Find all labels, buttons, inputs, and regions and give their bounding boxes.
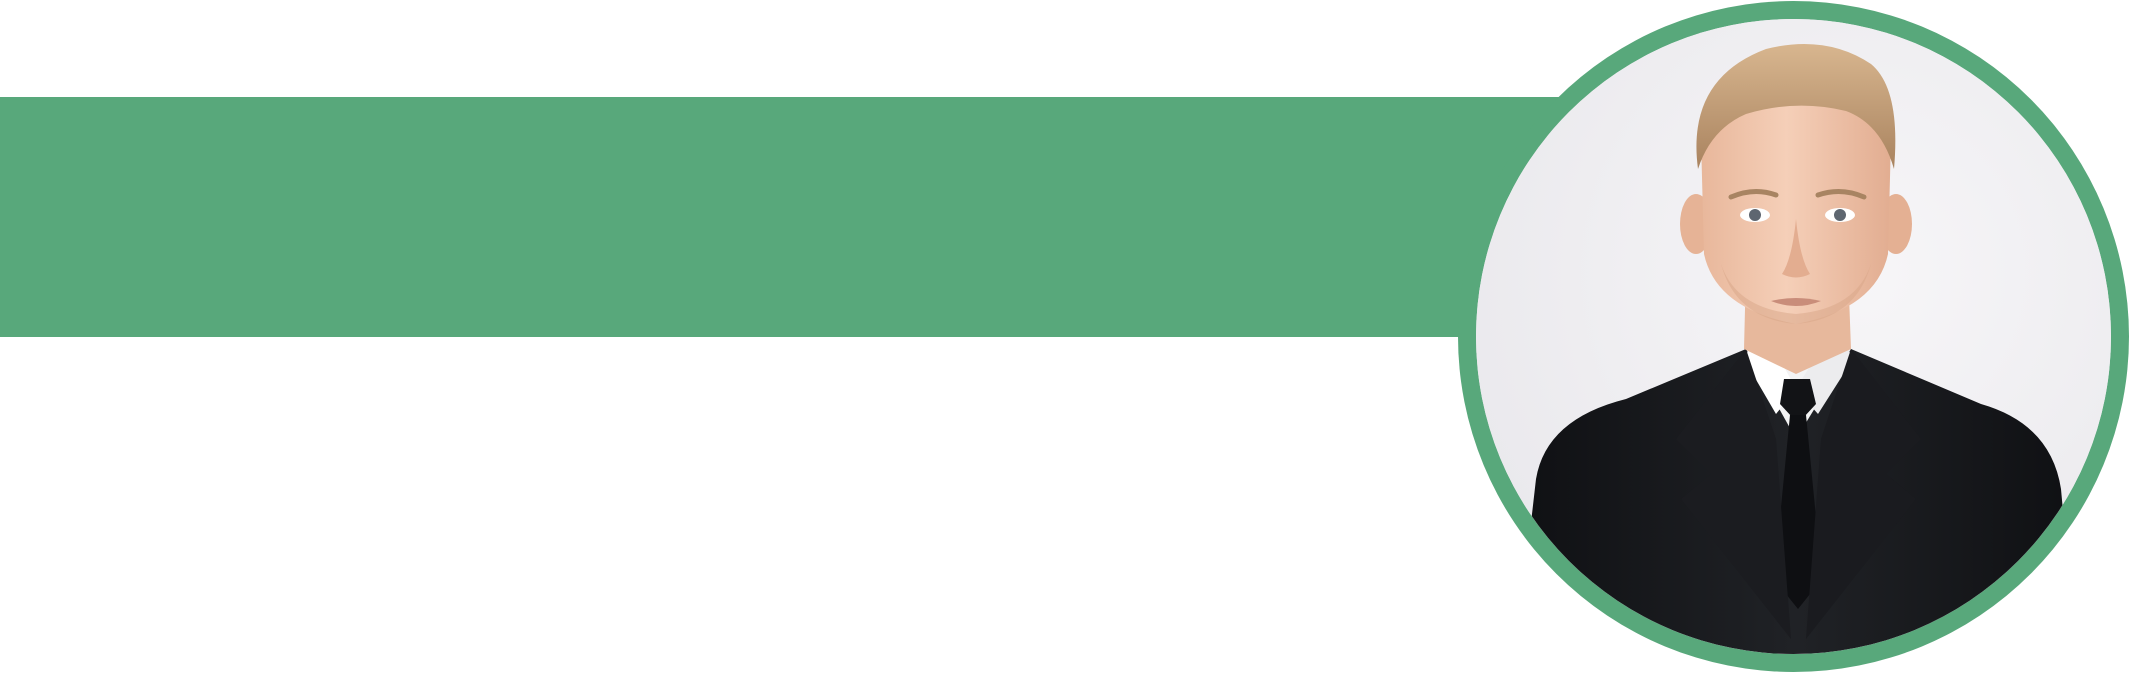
face [1701,74,1891,324]
eyebrow-left [1728,189,1779,200]
tie-blade [1774,415,1822,609]
lapel-right [1806,349,1921,639]
nose [1782,219,1810,278]
tie-knot [1780,379,1816,417]
lapel-left [1676,349,1791,639]
header-banner-bar [0,97,1560,337]
profile-photo [1476,19,2111,654]
eyebrow-right [1815,189,1867,200]
hair [1696,44,1896,169]
beard-shadow [1721,264,1871,324]
mouth [1771,298,1821,306]
person-portrait-icon [1476,19,2111,654]
